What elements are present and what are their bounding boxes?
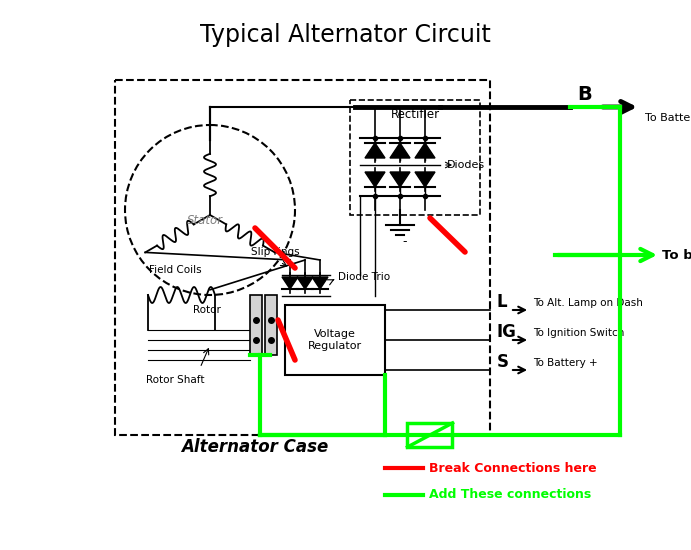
Text: Break Connections here: Break Connections here (429, 461, 596, 475)
Text: To Battery +: To Battery + (645, 113, 691, 123)
Text: B: B (578, 85, 592, 104)
Text: Voltage
Regulator: Voltage Regulator (308, 329, 362, 351)
Bar (285, 305, 385, 375)
Text: Stator: Stator (187, 213, 223, 227)
Polygon shape (390, 172, 410, 187)
Polygon shape (415, 143, 435, 158)
Text: Add These connections: Add These connections (429, 488, 591, 502)
Polygon shape (390, 143, 410, 158)
Polygon shape (282, 277, 298, 289)
Text: Diode Trio: Diode Trio (338, 272, 390, 282)
Bar (250, 295, 262, 355)
Text: Field Coils: Field Coils (149, 265, 201, 275)
Text: To Battery +: To Battery + (533, 358, 598, 368)
Polygon shape (312, 277, 328, 289)
Bar (350, 100, 480, 215)
Text: Rotor Shaft: Rotor Shaft (146, 375, 205, 385)
Text: IG: IG (497, 323, 517, 341)
Text: Rectifier: Rectifier (390, 107, 439, 120)
Bar (115, 80, 490, 435)
Text: -: - (403, 235, 407, 249)
Polygon shape (297, 277, 313, 289)
Text: Slip rings: Slip rings (251, 247, 299, 257)
Polygon shape (365, 143, 385, 158)
Text: L: L (497, 293, 508, 311)
Text: Alternator Case: Alternator Case (181, 438, 329, 456)
Text: Rotor: Rotor (193, 305, 221, 315)
Text: S: S (497, 353, 509, 371)
Bar (265, 295, 277, 355)
Text: To Alt. Lamp on Dash: To Alt. Lamp on Dash (533, 298, 643, 308)
Text: Diodes: Diodes (447, 160, 485, 170)
Text: To Ignition Switch: To Ignition Switch (533, 328, 625, 338)
Bar (408, 423, 453, 447)
Polygon shape (365, 172, 385, 187)
Text: To battery -: To battery - (662, 249, 691, 261)
Polygon shape (415, 172, 435, 187)
Text: Typical Alternator Circuit: Typical Alternator Circuit (200, 23, 491, 47)
